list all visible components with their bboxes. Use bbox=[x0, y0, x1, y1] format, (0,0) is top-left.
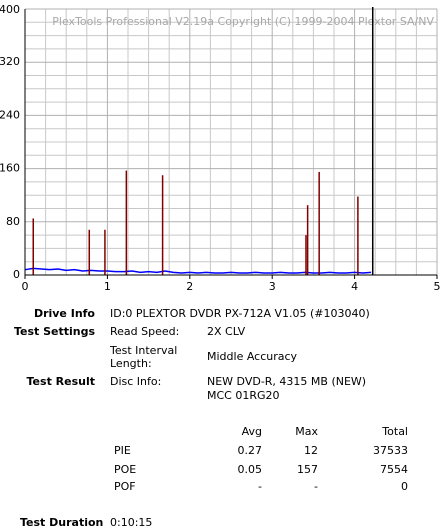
cell: - bbox=[314, 480, 318, 493]
row-name: POF bbox=[114, 480, 136, 493]
row-name: PIE bbox=[114, 444, 131, 457]
setting-value: Middle Accuracy bbox=[207, 350, 298, 363]
column-header: Total bbox=[381, 425, 408, 438]
row-name: POE bbox=[114, 463, 136, 476]
cell: 157 bbox=[297, 463, 318, 476]
drive-info-label: Drive Info bbox=[34, 307, 95, 320]
x-tick-label: 4 bbox=[351, 280, 358, 293]
x-tick-label: 1 bbox=[104, 280, 111, 293]
disc-info-value: NEW DVD-R, 4315 MB (NEW) bbox=[207, 375, 366, 388]
y-tick-label: 400 bbox=[0, 3, 20, 16]
cell: 7554 bbox=[380, 463, 408, 476]
x-tick-label: 2 bbox=[186, 280, 193, 293]
disc-info-label: Disc Info: bbox=[110, 375, 161, 388]
cell: 0.05 bbox=[238, 463, 263, 476]
test-result-label: Test Result bbox=[27, 375, 95, 388]
setting-value: 2X CLV bbox=[207, 325, 246, 338]
y-tick-label: 0 bbox=[13, 268, 20, 281]
x-tick-label: 0 bbox=[22, 280, 29, 293]
cell: 0 bbox=[401, 480, 408, 493]
setting-name: Length: bbox=[110, 357, 152, 370]
setting-name: Read Speed: bbox=[110, 325, 179, 338]
y-tick-label: 320 bbox=[0, 55, 20, 68]
x-tick-label: 5 bbox=[434, 280, 441, 293]
data-line bbox=[24, 267, 372, 274]
cell: 37533 bbox=[373, 444, 408, 457]
watermark: PlexTools Professional V2.19a Copyright … bbox=[52, 15, 434, 28]
setting-name: Test Interval bbox=[109, 344, 177, 357]
test-duration-label: Test Duration bbox=[20, 516, 103, 529]
test-duration-value: 0:10:15 bbox=[110, 516, 152, 529]
cell: - bbox=[258, 480, 262, 493]
column-header: Max bbox=[295, 425, 318, 438]
disc-info-value: MCC 01RG20 bbox=[207, 389, 280, 402]
y-tick-label: 80 bbox=[6, 215, 20, 228]
drive-info-value: ID:0 PLEXTOR DVDR PX-712A V1.05 (#103040… bbox=[110, 307, 370, 320]
column-header: Avg bbox=[242, 425, 262, 438]
y-tick-label: 160 bbox=[0, 162, 20, 175]
x-tick-label: 3 bbox=[269, 280, 276, 293]
test-settings-label: Test Settings bbox=[14, 325, 96, 338]
y-tick-label: 240 bbox=[0, 108, 20, 121]
cell: 12 bbox=[304, 444, 318, 457]
cell: 0.27 bbox=[238, 444, 263, 457]
stats-table: PIE 0.27 12 37533 POE 0.05 157 7554 POF - - 0 bbox=[114, 444, 408, 493]
